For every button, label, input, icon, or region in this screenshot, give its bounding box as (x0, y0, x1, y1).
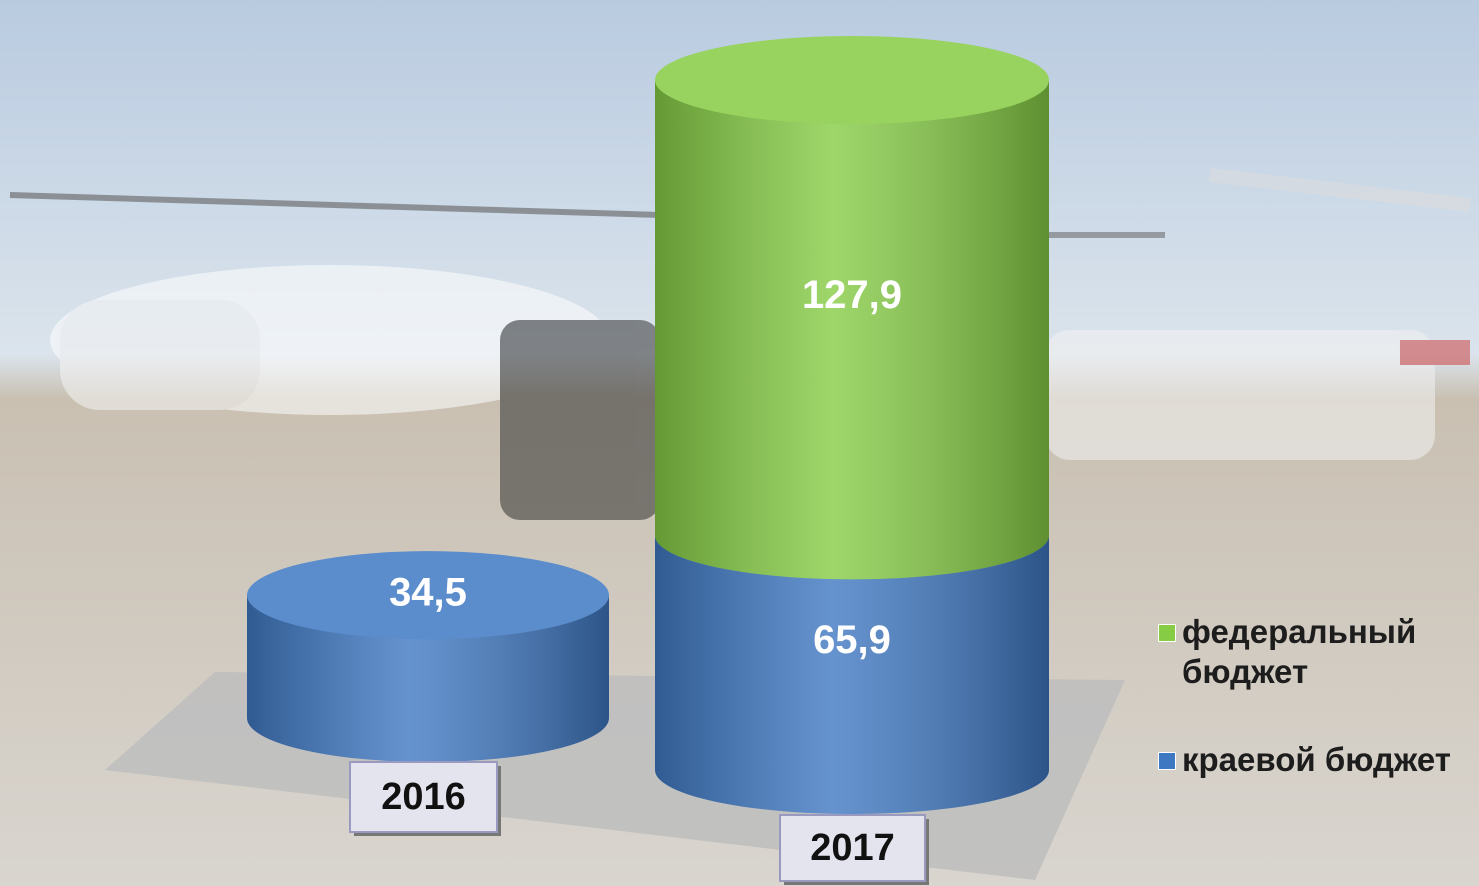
cylinder-shade (655, 535, 1049, 814)
legend-label: федеральный бюджет (1182, 613, 1417, 690)
legend-swatch (1158, 624, 1176, 642)
legend-label: краевой бюджет (1182, 741, 1451, 778)
cylinder-shade (247, 595, 609, 762)
legend-item: краевой бюджет (1158, 740, 1476, 780)
x-tick-label: 2017 (810, 827, 895, 869)
category-box (779, 814, 926, 882)
cylinder-top (655, 36, 1049, 124)
cylinder-top-highlight (247, 551, 609, 640)
background-scene (9, 168, 1471, 520)
legend-swatch (1158, 752, 1176, 770)
cylinder-top-highlight (655, 36, 1049, 124)
category-box (349, 761, 498, 833)
legend-item: федеральный бюджет (1158, 612, 1476, 692)
value-label: 127,9 (802, 273, 902, 317)
cylinder-top (247, 551, 609, 640)
x-tick-label: 2016 (381, 776, 466, 818)
value-label: 34,5 (389, 571, 467, 615)
cylinder-shade (655, 80, 1049, 580)
value-label: 65,9 (813, 618, 891, 662)
